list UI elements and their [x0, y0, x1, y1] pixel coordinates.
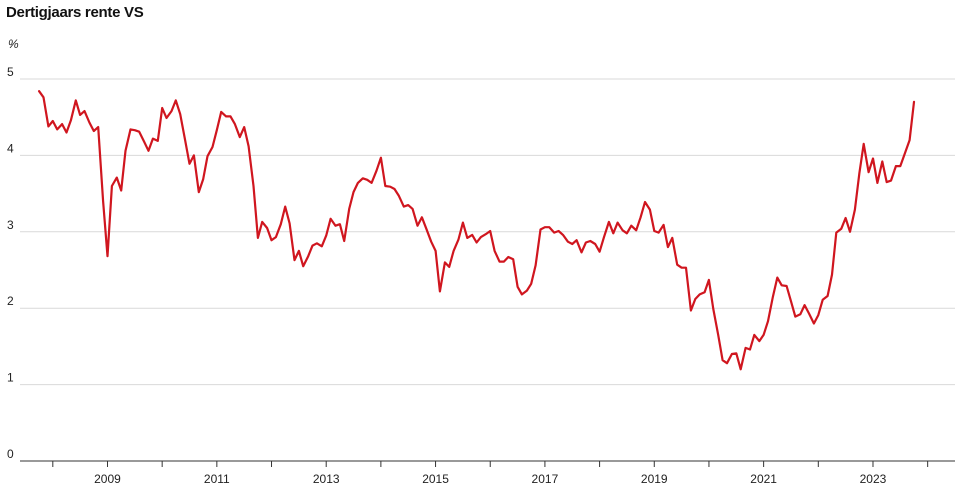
y-axis-unit: % — [8, 37, 19, 51]
y-tick-label-2: 2 — [7, 294, 14, 308]
chart-title: Dertigjaars rente VS — [6, 4, 144, 21]
y-tick-label-5: 5 — [7, 65, 14, 79]
series-layer — [38, 90, 916, 371]
x-tick-label-2019: 2019 — [641, 472, 668, 486]
y-axis-ticks: 0 1 2 3 4 5 — [7, 65, 14, 461]
y-tick-label-0: 0 — [7, 447, 14, 461]
x-tick-label-2021: 2021 — [750, 472, 777, 486]
x-axis: 2009 2011 2013 2015 2017 2019 2021 2023 — [52, 461, 929, 486]
y-tick-label-3: 3 — [7, 218, 14, 232]
y-tick-label-4: 4 — [7, 141, 14, 155]
x-tick-label-2011: 2011 — [204, 472, 230, 486]
x-tick-label-2023: 2023 — [860, 472, 887, 486]
series-line-0 — [38, 90, 916, 371]
x-tick-label-2015: 2015 — [422, 472, 449, 486]
grid — [20, 78, 955, 462]
y-tick-label-1: 1 — [7, 371, 14, 385]
x-tick-label-2013: 2013 — [313, 472, 340, 486]
x-tick-label-2009: 2009 — [94, 472, 121, 486]
x-tick-label-2017: 2017 — [532, 472, 559, 486]
